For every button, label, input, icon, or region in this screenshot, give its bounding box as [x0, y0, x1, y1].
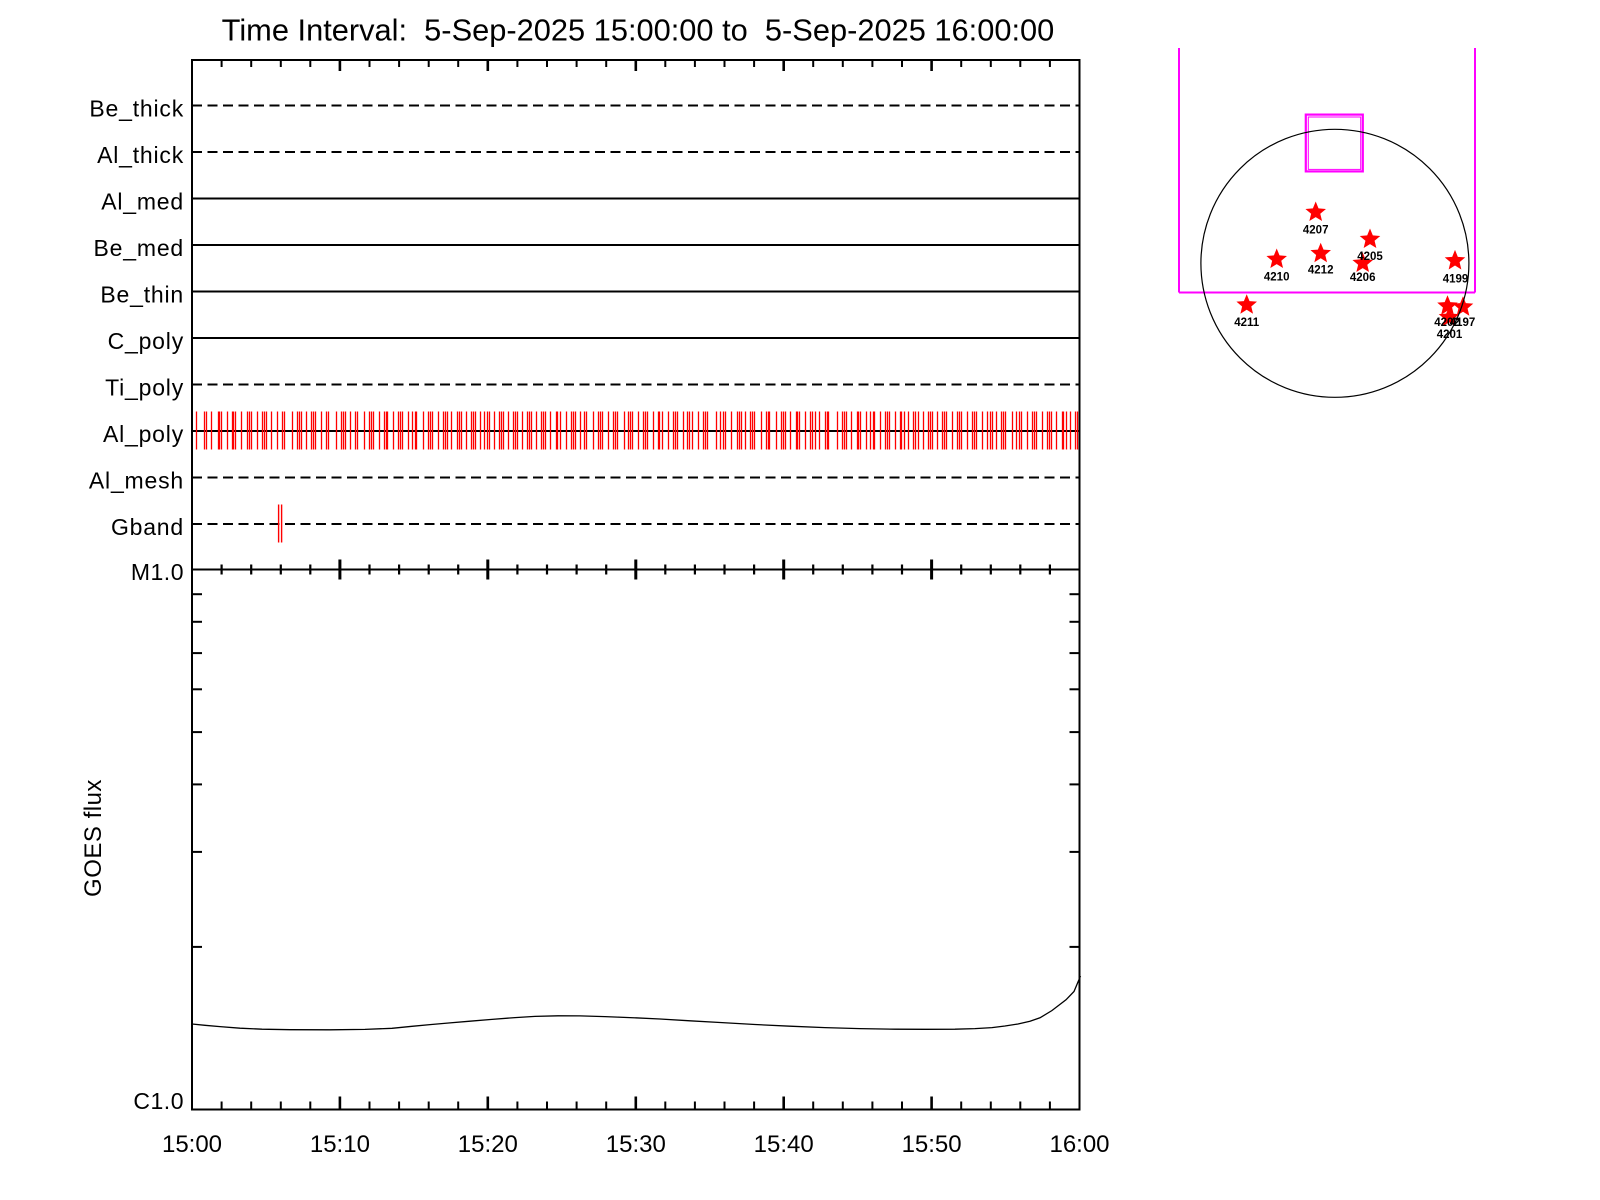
svg-text:Gband: Gband [111, 514, 184, 540]
svg-text:Ti_poly: Ti_poly [105, 375, 184, 401]
svg-text:M1.0: M1.0 [131, 559, 184, 585]
svg-text:4212: 4212 [1308, 265, 1334, 277]
svg-text:4207: 4207 [1303, 225, 1329, 237]
svg-text:Time Interval: 5-Sep-2025 15:: Time Interval: 5-Sep-2025 15:00:00 to 5-… [222, 13, 1055, 48]
svg-text:GOES flux: GOES flux [80, 779, 107, 897]
svg-text:Be_thick: Be_thick [89, 96, 184, 122]
svg-text:Be_thin: Be_thin [100, 282, 184, 308]
svg-text:Be_med: Be_med [94, 235, 184, 261]
svg-text:15:00: 15:00 [162, 1131, 222, 1158]
svg-text:15:30: 15:30 [606, 1131, 666, 1158]
svg-text:15:50: 15:50 [902, 1131, 962, 1158]
svg-text:4202: 4202 [1434, 317, 1460, 329]
svg-text:Al_med: Al_med [101, 189, 184, 215]
svg-text:4205: 4205 [1357, 251, 1383, 263]
svg-text:4210: 4210 [1264, 272, 1290, 284]
svg-text:Al_thick: Al_thick [97, 142, 184, 168]
svg-text:15:10: 15:10 [310, 1131, 370, 1158]
svg-text:4199: 4199 [1443, 274, 1469, 286]
svg-text:C_poly: C_poly [108, 328, 184, 354]
svg-text:15:40: 15:40 [754, 1131, 814, 1158]
svg-text:Al_poly: Al_poly [103, 421, 184, 447]
svg-text:15:20: 15:20 [458, 1131, 518, 1158]
svg-text:4211: 4211 [1234, 317, 1260, 329]
svg-text:4201: 4201 [1437, 329, 1463, 341]
svg-text:16:00: 16:00 [1049, 1131, 1109, 1158]
svg-text:4206: 4206 [1350, 272, 1376, 284]
svg-text:4197: 4197 [1450, 317, 1476, 329]
svg-text:Al_mesh: Al_mesh [89, 468, 184, 494]
svg-text:C1.0: C1.0 [133, 1088, 184, 1114]
